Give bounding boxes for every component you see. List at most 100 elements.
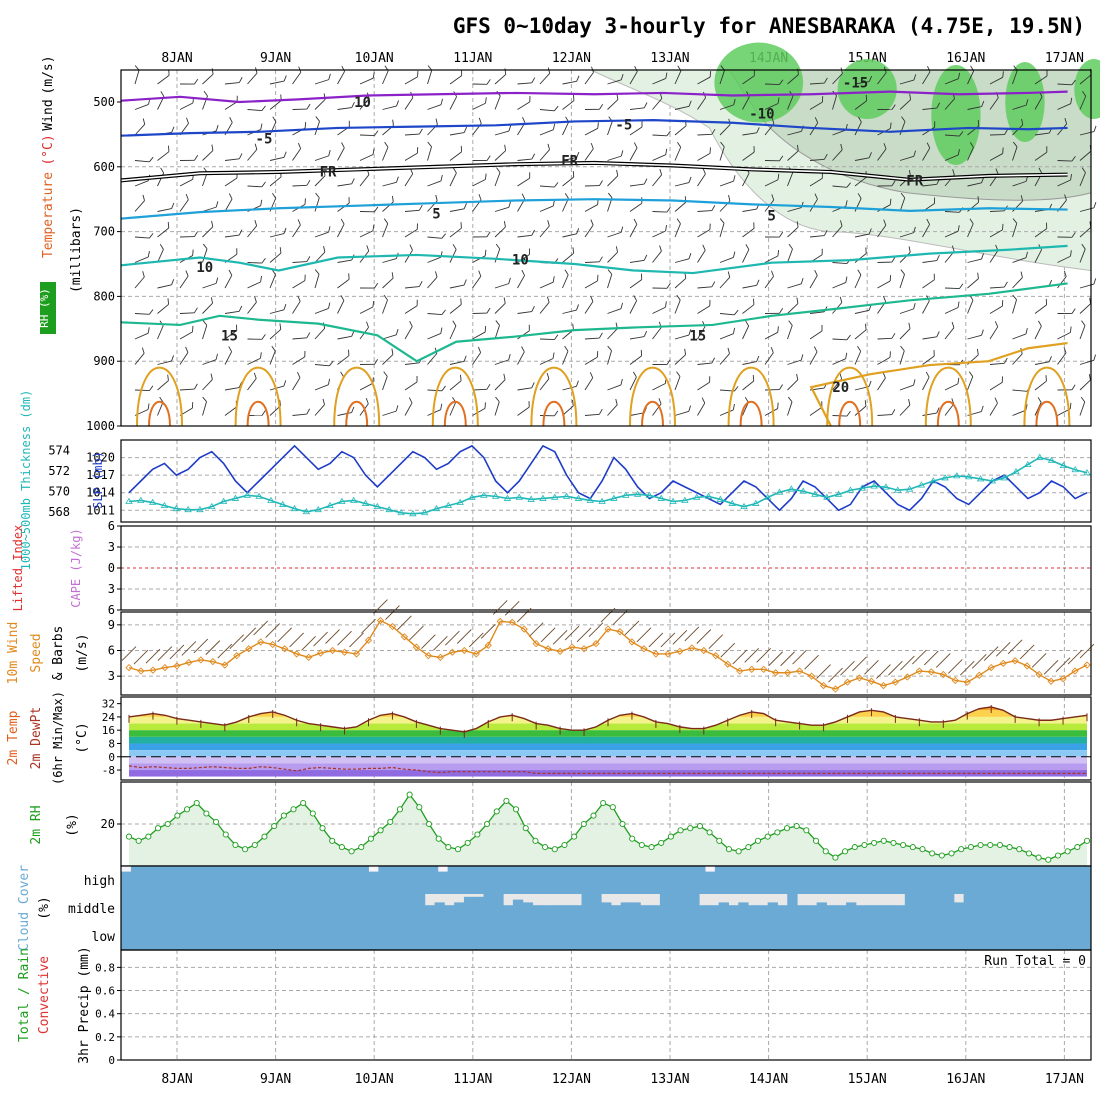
barb-staff bbox=[158, 281, 172, 293]
cloud-middle-bar bbox=[542, 905, 552, 922]
barb-flag bbox=[496, 321, 500, 326]
wind-barb bbox=[200, 221, 214, 237]
barb-flag bbox=[366, 398, 368, 404]
barb-staff bbox=[538, 73, 552, 84]
barb-flag bbox=[284, 76, 286, 82]
barb-staff bbox=[674, 355, 687, 365]
barb-flag bbox=[297, 372, 300, 377]
wind-barb bbox=[698, 147, 711, 162]
wind-barb bbox=[1028, 321, 1045, 339]
wind-barb bbox=[1004, 295, 1022, 313]
cloud-middle-bar bbox=[817, 902, 827, 922]
barb-flag bbox=[778, 250, 779, 256]
barb-flag bbox=[373, 301, 374, 307]
cloud-high-bar bbox=[665, 866, 675, 894]
wind-barb bbox=[248, 198, 262, 214]
barb-staff bbox=[428, 307, 442, 321]
wind10m-barb bbox=[673, 630, 687, 644]
wind-barb bbox=[555, 117, 572, 135]
barb-flag bbox=[396, 405, 398, 411]
barb-staff bbox=[225, 77, 239, 90]
barb-flag bbox=[865, 400, 866, 406]
barb-staff bbox=[540, 127, 553, 137]
barb-flag bbox=[733, 404, 734, 410]
wind-barb bbox=[779, 397, 797, 415]
barb-flag bbox=[665, 301, 666, 307]
wind-barb bbox=[561, 247, 574, 262]
barb-flag bbox=[352, 178, 355, 183]
cloud-high-bar bbox=[1081, 866, 1091, 894]
barb-flag bbox=[505, 145, 506, 151]
rh2m-point bbox=[272, 824, 277, 829]
cloud-middle-bar bbox=[758, 905, 768, 922]
wind-barb bbox=[648, 169, 664, 186]
y-tick-label: 3 bbox=[108, 540, 115, 554]
barb-staff bbox=[315, 153, 329, 164]
wind-barb bbox=[374, 295, 392, 313]
barb-flag bbox=[577, 228, 579, 234]
barb-staff bbox=[360, 306, 373, 315]
barb-flag bbox=[978, 273, 979, 279]
barb-staff bbox=[334, 301, 348, 314]
cloud-middle-bar bbox=[728, 905, 738, 922]
rh2m-point bbox=[910, 845, 915, 850]
wind-barb bbox=[897, 399, 912, 415]
wind10m-barb bbox=[314, 632, 328, 646]
wind-barb bbox=[743, 275, 760, 293]
barb-staff bbox=[990, 306, 1002, 315]
barb-staff bbox=[674, 126, 687, 135]
barb-flag bbox=[617, 170, 618, 176]
barb-flag bbox=[464, 356, 466, 362]
cloud-middle-bar bbox=[366, 894, 376, 922]
wind-barb bbox=[540, 251, 558, 269]
wind-barb bbox=[287, 296, 304, 314]
cloud-high-bar bbox=[774, 866, 784, 894]
wind10m-barb bbox=[805, 655, 819, 669]
barb-flag bbox=[149, 386, 153, 391]
wind-barb bbox=[399, 245, 416, 263]
barb-staff bbox=[630, 280, 642, 288]
y-tick-label: 600 bbox=[93, 160, 115, 174]
barb-flag bbox=[392, 349, 393, 355]
wind-barb bbox=[563, 224, 579, 241]
barb-flag bbox=[865, 324, 866, 330]
barb-flag bbox=[374, 131, 378, 136]
barb-flag bbox=[504, 297, 505, 303]
barb-staff bbox=[967, 279, 980, 288]
barb-staff bbox=[720, 178, 734, 189]
ylabel-degc: (°C) bbox=[41, 134, 56, 165]
barb-flag bbox=[846, 353, 847, 359]
barb-staff bbox=[180, 307, 194, 320]
rh2m-point bbox=[368, 836, 373, 841]
panel-border bbox=[121, 440, 1091, 522]
barb-staff bbox=[428, 231, 442, 245]
cloud-middle-bar bbox=[621, 902, 631, 922]
wind-barb bbox=[450, 275, 466, 292]
cloud-middle-bar bbox=[591, 894, 601, 922]
wind-barb bbox=[360, 276, 378, 294]
cloud-middle-bar bbox=[660, 894, 670, 922]
barb-staff bbox=[338, 102, 352, 114]
barb-flag bbox=[677, 295, 680, 300]
cloud-middle-bar bbox=[160, 894, 170, 922]
wind10m-barb bbox=[649, 633, 663, 647]
wind10m-barb bbox=[625, 621, 639, 635]
ylabel-precip-conv: Convective bbox=[37, 956, 52, 1034]
bottom-date-label: 10JAN bbox=[355, 1072, 394, 1087]
wind-barb bbox=[306, 270, 324, 288]
contour-label: 15 bbox=[689, 328, 706, 344]
barb-flag bbox=[689, 177, 691, 183]
barb-flag bbox=[901, 346, 905, 351]
barb-flag bbox=[573, 324, 574, 330]
wind-barb bbox=[219, 194, 236, 212]
wind-barb bbox=[338, 97, 355, 115]
wind10m-barb bbox=[134, 650, 148, 664]
wind10m-barb bbox=[924, 651, 938, 665]
barb-staff bbox=[694, 403, 708, 415]
wind10m-barb bbox=[577, 628, 591, 642]
wind-barb bbox=[467, 347, 483, 364]
wind-barb bbox=[536, 297, 552, 314]
barb-flag bbox=[464, 203, 466, 209]
cloud-middle-bar bbox=[983, 894, 993, 922]
barb-staff bbox=[582, 149, 596, 161]
